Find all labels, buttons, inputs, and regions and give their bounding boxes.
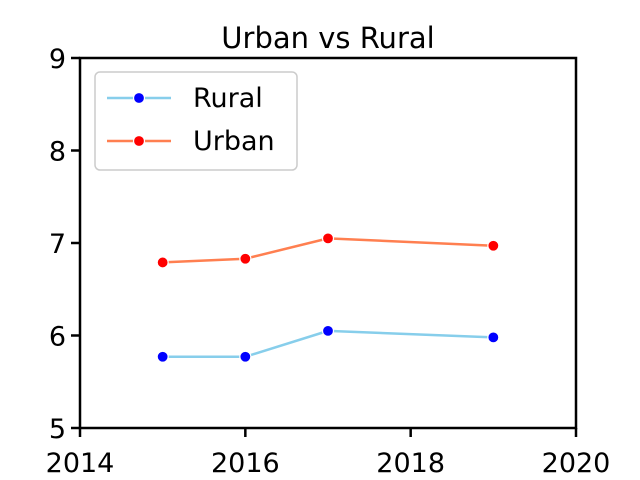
data-point-rural-2015 xyxy=(156,350,169,363)
legend-markers xyxy=(107,91,171,148)
x-tick-label-2016: 2016 xyxy=(211,448,280,479)
series-line-urban xyxy=(162,237,494,264)
data-point-urban-2017 xyxy=(321,232,335,245)
data-point-urban-2019 xyxy=(487,239,500,252)
y-tick-label-9: 9 xyxy=(49,44,66,75)
x-tick-label-2020: 2020 xyxy=(542,448,611,479)
chart-title: Urban vs Rural xyxy=(221,21,434,55)
data-point-rural-2016 xyxy=(239,350,252,363)
plot-area: 2014 2016 2018 2020 5 6 7 8 9 xyxy=(46,44,611,479)
data-point-urban-2016 xyxy=(239,252,252,265)
legend-marker-urban xyxy=(132,134,146,148)
data-point-rural-2017 xyxy=(321,324,335,337)
legend-box xyxy=(94,71,298,171)
legend-marker-rural xyxy=(132,91,146,105)
x-tick-label-2014: 2014 xyxy=(46,448,115,479)
y-tick-label-6: 6 xyxy=(49,322,66,353)
y-tick-label-5: 5 xyxy=(49,414,66,445)
legend: Rural Urban xyxy=(94,71,298,171)
legend-label-urban: Urban xyxy=(193,126,275,157)
y-tick-label-7: 7 xyxy=(49,229,66,260)
series-line-rural xyxy=(162,329,494,359)
y-tick-label-8: 8 xyxy=(49,137,66,168)
x-tick-label-2018: 2018 xyxy=(376,448,445,479)
legend-label-rural: Rural xyxy=(193,83,263,114)
data-point-rural-2019 xyxy=(487,331,500,344)
data-point-urban-2015 xyxy=(156,256,169,269)
